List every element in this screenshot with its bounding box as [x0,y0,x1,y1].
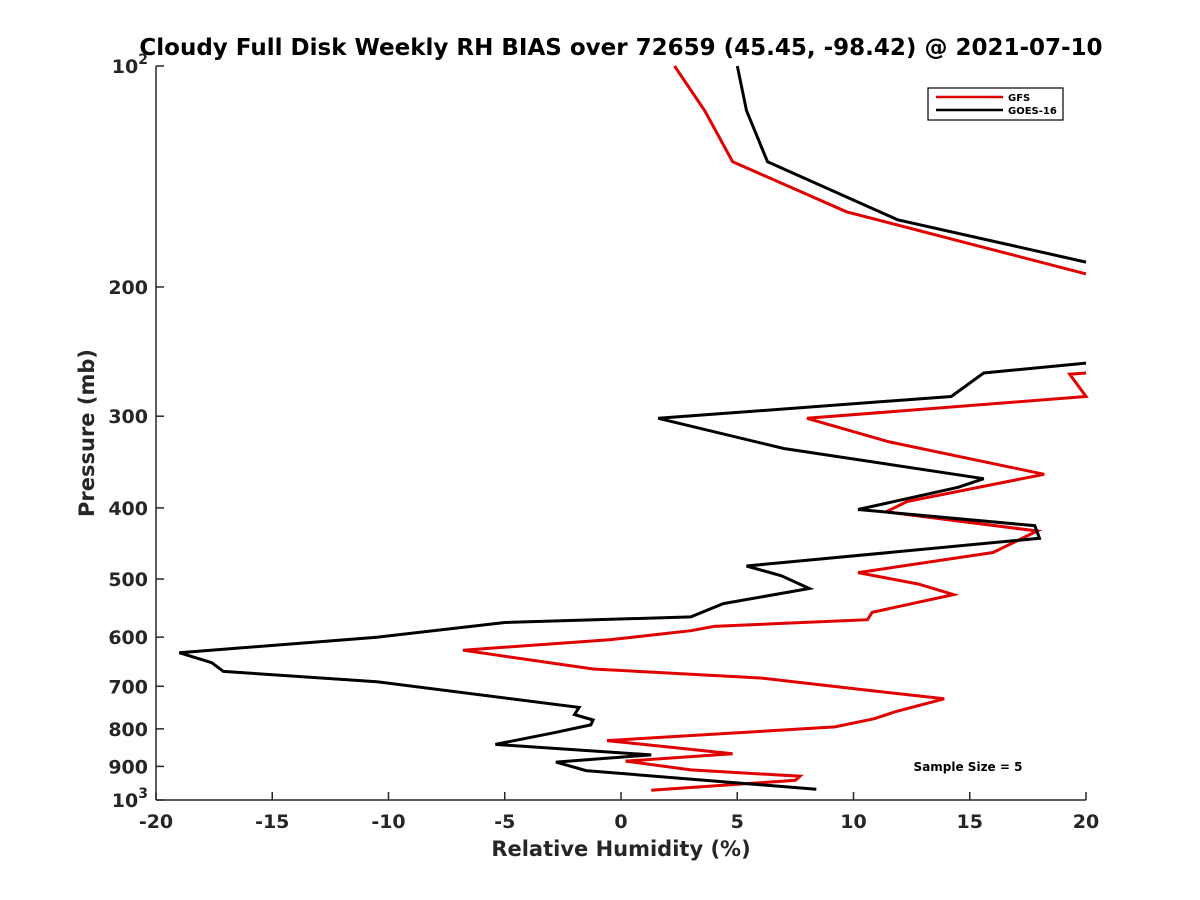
y-tick-label: 200 [108,277,148,299]
x-tick-label: 0 [614,811,627,833]
y-tick-label: 300 [108,406,148,428]
x-tick-label: -20 [139,811,173,833]
x-tick-label: 20 [1073,811,1099,833]
series-layer [178,65,1089,792]
series-line-goes-16-segment-1 [735,65,1087,264]
legend-label-goes-16: GOES-16 [1008,106,1057,117]
sample-size-annotation: Sample Size = 5 [914,760,1023,774]
y-tick-label: 600 [108,627,148,649]
y-tick-label: 900 [108,756,148,778]
series-line-gfs-segment-1 [673,65,1087,276]
y-tick-label: 500 [108,569,148,591]
x-tick-label: -15 [255,811,289,833]
x-tick-label: 5 [731,811,744,833]
legend-label-gfs: GFS [1008,93,1030,104]
legend-box [927,87,1064,121]
x-axis-label: Relative Humidity (%) [491,837,750,861]
y-tick-label: 102 [112,52,148,78]
x-ticks: -20 -15 -10 -5 0 5 10 15 20 [139,792,1099,833]
y-tick-label: 103 [112,786,148,812]
x-tick-label: -10 [371,811,405,833]
y-tick-label: 800 [108,719,148,741]
y-tick-label: 400 [108,498,148,520]
y-axis-label: Pressure (mb) [75,349,99,517]
legend: GFS GOES-16 [927,87,1064,121]
series-line-gfs-segment-2 [462,371,1089,792]
x-tick-label: 15 [957,811,983,833]
y-ticks: 102 200 300 400 500 600 700 800 900 103 [108,52,164,812]
y-tick-label: 700 [108,676,148,698]
x-tick-label: -5 [494,811,515,833]
x-tick-label: 10 [840,811,866,833]
series-line-goes-16-segment-2 [178,361,1087,791]
chart-title: Cloudy Full Disk Weekly RH BIAS over 726… [139,35,1102,61]
